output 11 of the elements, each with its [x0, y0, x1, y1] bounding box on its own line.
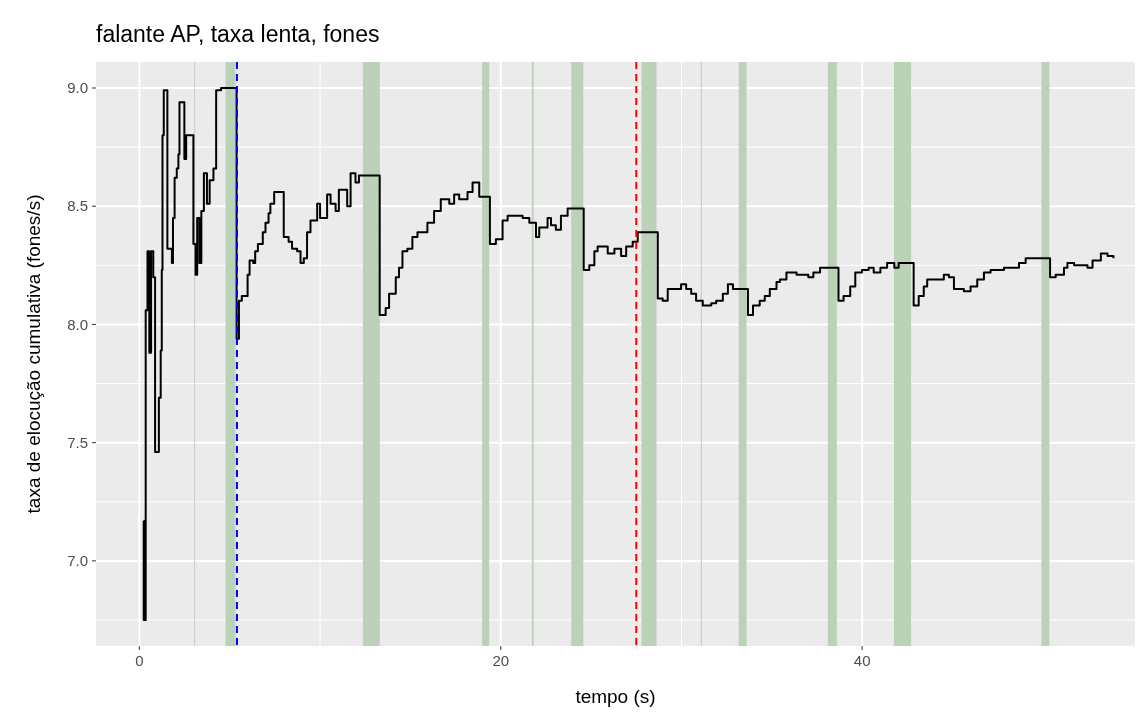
y-tick-label: 7.0 [67, 552, 88, 570]
y-tick-label: 9.0 [67, 79, 88, 97]
x-axis-title: tempo (s) [575, 686, 656, 707]
y-tick-label: 8.0 [67, 315, 88, 333]
x-tick-label: 0 [135, 652, 144, 669]
chart-title: falante AP, taxa lenta, fones [96, 21, 380, 47]
x-tick-label: 40 [853, 652, 871, 669]
y-tick-label: 7.5 [67, 433, 88, 451]
x-tick-label: 20 [492, 652, 510, 669]
y-tick-label: 8.5 [67, 197, 88, 215]
y-axis-title: taxa de elocução cumulativa (fones/s) [23, 194, 44, 514]
